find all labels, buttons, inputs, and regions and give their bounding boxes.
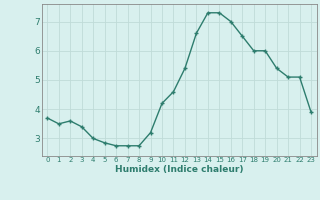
X-axis label: Humidex (Indice chaleur): Humidex (Indice chaleur) bbox=[115, 165, 244, 174]
